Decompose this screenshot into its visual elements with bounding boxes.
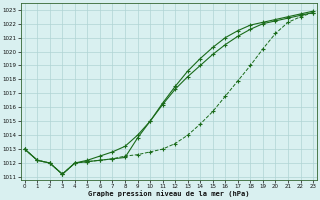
X-axis label: Graphe pression niveau de la mer (hPa): Graphe pression niveau de la mer (hPa) [88,190,250,197]
